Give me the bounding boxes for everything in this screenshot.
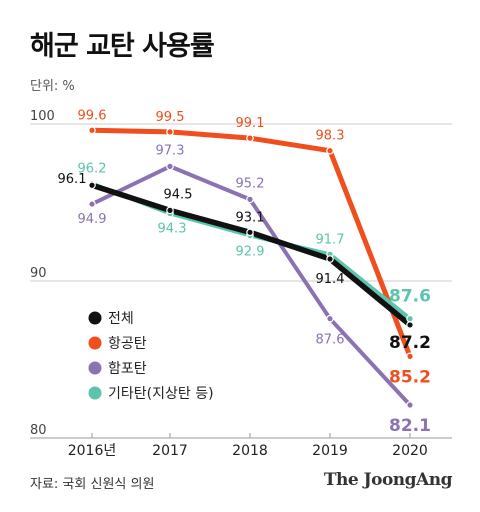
data-point-ship [406, 401, 414, 409]
x-tick-label: 2020 [392, 443, 428, 459]
data-point-aviation [326, 146, 334, 155]
data-point-total [406, 321, 414, 329]
data-label-total: 93.1 [236, 210, 265, 225]
chart-title: 해군 교탄 사용률 [30, 31, 215, 62]
data-label-ship: 95.2 [236, 176, 265, 191]
x-tick-label: 2017 [152, 443, 188, 459]
data-label-aviation: 99.5 [156, 110, 185, 125]
data-label-ship: 87.6 [316, 333, 345, 348]
legend-label-ship: 함포탄 [108, 361, 147, 377]
y-tick-label: 80 [30, 423, 47, 438]
data-point-aviation [246, 134, 254, 142]
x-tick-label: 2018 [232, 443, 268, 459]
series-points [88, 126, 414, 409]
y-tick-label: 90 [30, 266, 47, 281]
legend-label-other: 기타탄(지상탄 등) [108, 386, 214, 402]
legend-label-total: 전체 [108, 311, 134, 327]
data-label-aviation: 98.3 [316, 129, 345, 144]
data-labels: 99.6 99.5 99.1 98.3 85.2 94.9 97.3 95.2 87.6 82.1… [58, 108, 431, 436]
data-label-aviation: 99.1 [236, 116, 265, 131]
data-label-ship: 82.1 [389, 416, 431, 436]
data-point-total [88, 181, 96, 190]
x-tick-label: 2019 [312, 443, 348, 459]
grid-layer: 80 90 100 2016년 2017 2018 2019 2020 [30, 109, 452, 459]
brand-logo: The JoongAng [323, 470, 453, 490]
data-label-other: 92.9 [236, 244, 265, 259]
series-line-aviation [89, 127, 413, 359]
data-point-other [406, 314, 414, 323]
data-label-other: 91.7 [316, 232, 345, 247]
y-tick-label: 100 [30, 109, 55, 124]
legend-marker-aviation [88, 336, 102, 350]
data-point-aviation [406, 352, 414, 361]
data-point-ship [326, 314, 334, 323]
data-label-ship: 94.9 [78, 212, 107, 227]
x-tick-label: 2016년 [68, 443, 117, 459]
data-point-total [166, 206, 174, 215]
legend-marker-total [88, 311, 102, 325]
data-label-ship: 97.3 [156, 143, 185, 158]
data-point-ship [246, 195, 254, 204]
data-point-total [246, 228, 254, 237]
data-label-total: 94.5 [164, 187, 193, 202]
data-label-other: 87.6 [389, 287, 431, 307]
data-label-total: 91.4 [316, 272, 345, 287]
unit-label: 단위: % [30, 79, 75, 94]
data-label-total: 96.1 [58, 172, 87, 187]
data-label-total: 87.2 [389, 333, 431, 353]
legend-marker-other [88, 386, 102, 400]
data-point-aviation [166, 128, 174, 136]
data-point-ship [166, 162, 174, 171]
data-label-other: 94.3 [158, 221, 187, 236]
data-point-total [326, 255, 334, 263]
legend-marker-ship [88, 361, 102, 375]
data-label-aviation: 85.2 [389, 367, 431, 387]
source-note: 자료: 국회 신원식 의원 [30, 477, 155, 492]
data-label-other: 96.2 [78, 162, 107, 177]
legend-label-aviation: 항공탄 [108, 336, 147, 352]
data-label-aviation: 99.6 [78, 108, 107, 123]
data-point-ship [88, 200, 96, 208]
data-point-aviation [88, 126, 96, 135]
